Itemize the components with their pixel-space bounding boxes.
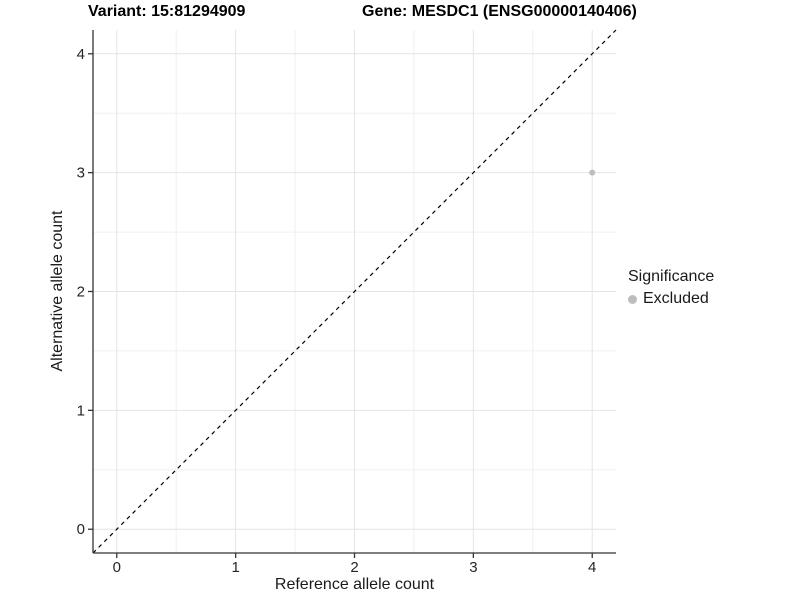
svg-text:0: 0 (113, 559, 121, 576)
plot-title-variant: Variant: 15:81294909 (88, 3, 246, 20)
svg-text:3: 3 (469, 559, 477, 576)
svg-text:3: 3 (77, 165, 85, 182)
svg-text:1: 1 (231, 559, 239, 576)
svg-text:2: 2 (77, 284, 85, 301)
y-axis-title: Alternative allele count (49, 210, 66, 372)
plot-title-gene: Gene: MESDC1 (ENSG00000140406) (362, 3, 637, 20)
svg-text:1: 1 (77, 402, 85, 419)
legend-title: Significance (628, 268, 715, 285)
svg-text:2: 2 (350, 559, 358, 576)
legend-entry-excluded: Excluded (628, 289, 714, 309)
svg-text:4: 4 (77, 46, 85, 63)
legend-point-icon (628, 294, 637, 304)
legend: Significance Excluded (628, 268, 714, 309)
legend-entry-label: Excluded (643, 290, 709, 307)
svg-text:4: 4 (588, 559, 596, 576)
x-axis-title: Reference allele count (274, 576, 435, 593)
svg-text:0: 0 (77, 521, 85, 538)
